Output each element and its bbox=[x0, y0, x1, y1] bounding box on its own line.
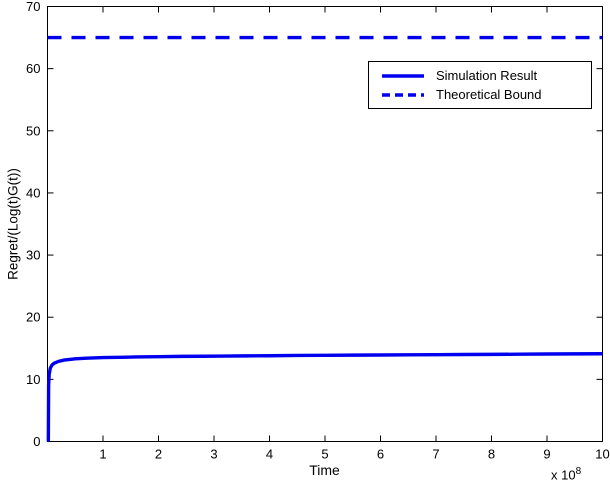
x-tick-label: 9 bbox=[543, 447, 550, 462]
x-tick-label: 3 bbox=[210, 447, 217, 462]
y-tick-label: 30 bbox=[26, 248, 40, 263]
legend: Simulation Result Theoretical Bound bbox=[368, 61, 592, 109]
legend-item-simulation-result: Simulation Result bbox=[379, 68, 591, 84]
legend-label-simulation-result: Simulation Result bbox=[436, 68, 538, 83]
series-line-0 bbox=[46, 352, 603, 442]
x-tick-label: 7 bbox=[432, 447, 439, 462]
x-axis-scale-base: x 10 bbox=[551, 467, 576, 483]
dashed-line-sample-icon bbox=[382, 92, 424, 97]
y-tick-label: 70 bbox=[26, 0, 40, 14]
x-axis-label: Time bbox=[309, 462, 340, 478]
x-tick-label: 10 bbox=[595, 447, 609, 462]
legend-item-theoretical-bound: Theoretical Bound bbox=[379, 87, 591, 103]
y-tick-label: 20 bbox=[26, 310, 40, 325]
legend-label-theoretical-bound: Theoretical Bound bbox=[436, 87, 542, 102]
y-tick-label: 10 bbox=[26, 372, 40, 387]
x-tick-label: 4 bbox=[266, 447, 273, 462]
y-tick-label: 40 bbox=[26, 185, 40, 200]
x-tick-label: 5 bbox=[321, 447, 328, 462]
y-tick-label: 60 bbox=[26, 61, 40, 76]
x-tick-label: 2 bbox=[155, 447, 162, 462]
y-tick-label: 50 bbox=[26, 123, 40, 138]
x-tick-label: 8 bbox=[488, 447, 495, 462]
x-axis-scale-note: x 108 bbox=[551, 466, 581, 482]
y-axis-label: Regret/(Log(t)G(t)) bbox=[5, 168, 21, 280]
y-tick-label: 0 bbox=[33, 434, 40, 449]
x-tick-label: 6 bbox=[377, 447, 384, 462]
x-tick-label: 1 bbox=[99, 447, 106, 462]
solid-line-sample-icon bbox=[382, 73, 424, 78]
x-axis-scale-exponent: 8 bbox=[575, 466, 582, 477]
